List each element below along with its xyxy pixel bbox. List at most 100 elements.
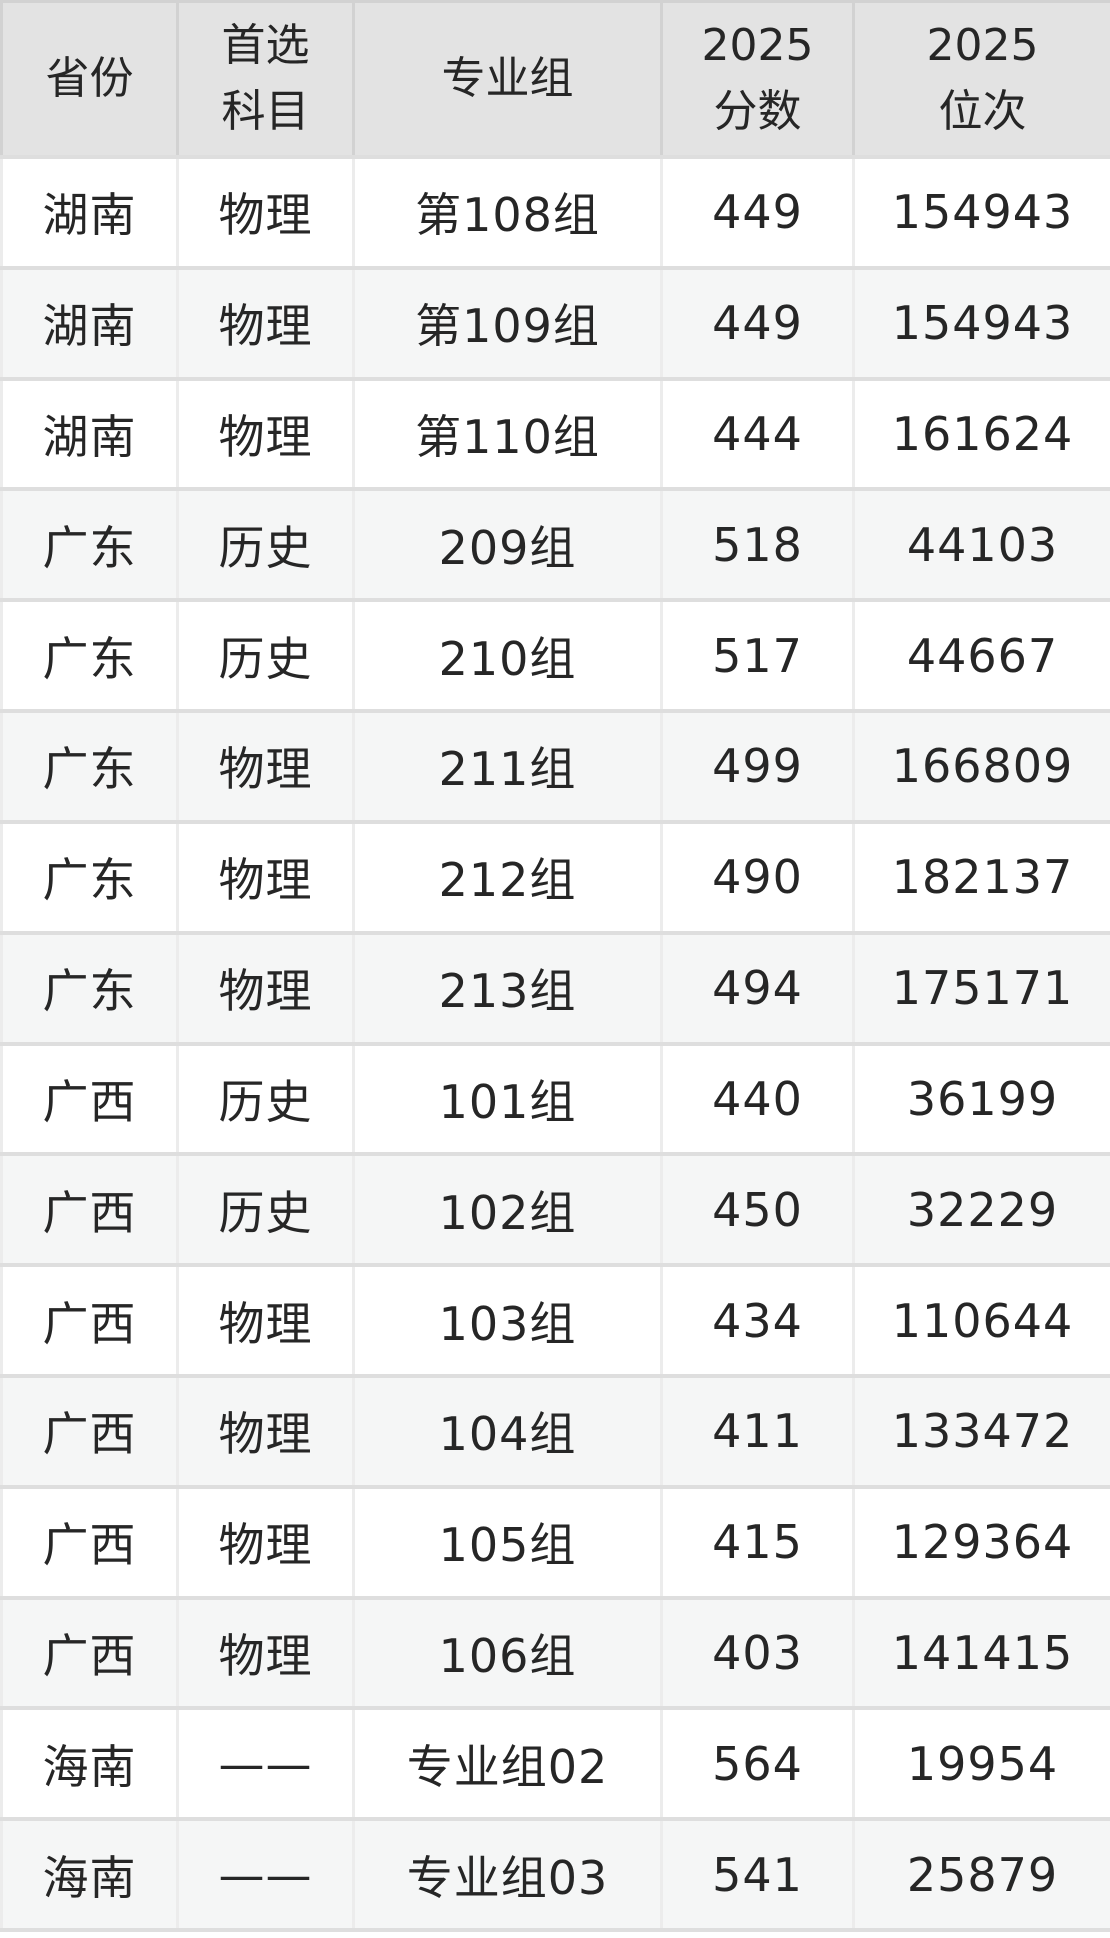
cell-score: 564 [660, 1706, 855, 1822]
table-row: 广东 历史 210组 517 44667 [0, 598, 1110, 714]
cell-group: 103组 [352, 1263, 663, 1378]
cell-group: 专业组03 [352, 1817, 663, 1932]
cell-score: 517 [660, 598, 855, 714]
cell-rank: 166809 [852, 709, 1110, 824]
cell-province: 广东 [0, 930, 179, 1046]
cell-subject: 历史 [176, 487, 355, 603]
table-row: 广西 物理 105组 415 129364 [0, 1484, 1110, 1600]
cell-province: 湖南 [0, 155, 179, 270]
cell-subject: 物理 [176, 155, 355, 270]
cell-rank: 161624 [852, 376, 1110, 492]
cell-rank: 25879 [852, 1817, 1110, 1932]
cell-score: 450 [660, 1152, 855, 1268]
cell-score: 518 [660, 487, 855, 603]
column-header-score: 2025 分数 [660, 0, 855, 159]
cell-score: 449 [660, 265, 855, 381]
table-row: 湖南 物理 第110组 444 161624 [0, 376, 1110, 492]
cell-group: 第108组 [352, 155, 663, 270]
cell-subject: 物理 [176, 1595, 355, 1711]
cell-subject: 物理 [176, 1263, 355, 1378]
cell-province: 广东 [0, 487, 179, 603]
table-row: 湖南 物理 第108组 449 154943 [0, 155, 1110, 270]
cell-province: 湖南 [0, 265, 179, 381]
cell-subject: 物理 [176, 1373, 355, 1489]
cell-subject: 物理 [176, 265, 355, 381]
cell-score: 411 [660, 1373, 855, 1489]
column-header-subject: 首选 科目 [176, 0, 355, 159]
table-row: 湖南 物理 第109组 449 154943 [0, 265, 1110, 381]
cell-subject: 物理 [176, 930, 355, 1046]
cell-score: 403 [660, 1595, 855, 1711]
cell-rank: 44103 [852, 487, 1110, 603]
table-row: 广西 历史 102组 450 32229 [0, 1152, 1110, 1268]
cell-rank: 36199 [852, 1041, 1110, 1157]
cell-province: 广西 [0, 1595, 179, 1711]
cell-province: 海南 [0, 1706, 179, 1822]
table-row: 广西 物理 104组 411 133472 [0, 1373, 1110, 1489]
cell-subject: 物理 [176, 819, 355, 935]
cell-province: 广西 [0, 1263, 179, 1378]
cell-rank: 44667 [852, 598, 1110, 714]
cell-rank: 129364 [852, 1484, 1110, 1600]
column-header-province: 省份 [0, 0, 179, 159]
cell-subject: 物理 [176, 709, 355, 824]
cell-province: 广东 [0, 709, 179, 824]
table-row: 广西 历史 101组 440 36199 [0, 1041, 1110, 1157]
cell-group: 105组 [352, 1484, 663, 1600]
cell-score: 440 [660, 1041, 855, 1157]
table-row: 广西 物理 103组 434 110644 [0, 1263, 1110, 1378]
table-row: 广西 物理 106组 403 141415 [0, 1595, 1110, 1711]
table-header-row: 省份 首选 科目 专业组 2025 分数 2025 位次 [0, 0, 1110, 159]
cell-group: 104组 [352, 1373, 663, 1489]
cell-subject: —— [176, 1706, 355, 1822]
cell-province: 广东 [0, 598, 179, 714]
table-row: 海南 —— 专业组03 541 25879 [0, 1817, 1110, 1932]
cell-group: 212组 [352, 819, 663, 935]
cell-province: 广东 [0, 819, 179, 935]
cell-rank: 141415 [852, 1595, 1110, 1711]
cell-rank: 133472 [852, 1373, 1110, 1489]
cell-score: 494 [660, 930, 855, 1046]
cell-score: 449 [660, 155, 855, 270]
cell-score: 541 [660, 1817, 855, 1932]
cell-province: 广西 [0, 1041, 179, 1157]
cell-rank: 182137 [852, 819, 1110, 935]
cell-rank: 19954 [852, 1706, 1110, 1822]
cell-score: 434 [660, 1263, 855, 1378]
column-header-rank: 2025 位次 [852, 0, 1110, 159]
cell-score: 444 [660, 376, 855, 492]
table-row: 广东 历史 209组 518 44103 [0, 487, 1110, 603]
cell-subject: —— [176, 1817, 355, 1932]
cell-rank: 110644 [852, 1263, 1110, 1378]
table-row: 广东 物理 211组 499 166809 [0, 709, 1110, 824]
cell-group: 106组 [352, 1595, 663, 1711]
cell-group: 210组 [352, 598, 663, 714]
cell-group: 第109组 [352, 265, 663, 381]
table-row: 海南 —— 专业组02 564 19954 [0, 1706, 1110, 1822]
cell-subject: 历史 [176, 1041, 355, 1157]
cell-score: 490 [660, 819, 855, 935]
cell-group: 专业组02 [352, 1706, 663, 1822]
cell-subject: 历史 [176, 598, 355, 714]
table-row: 广东 物理 213组 494 175171 [0, 930, 1110, 1046]
cell-rank: 154943 [852, 155, 1110, 270]
cell-subject: 历史 [176, 1152, 355, 1268]
cell-subject: 物理 [176, 376, 355, 492]
cell-score: 415 [660, 1484, 855, 1600]
cell-score: 499 [660, 709, 855, 824]
cell-province: 海南 [0, 1817, 179, 1932]
cell-group: 102组 [352, 1152, 663, 1268]
cell-group: 209组 [352, 487, 663, 603]
cell-province: 广西 [0, 1484, 179, 1600]
cell-group: 211组 [352, 709, 663, 824]
column-header-group: 专业组 [352, 0, 663, 159]
cell-group: 第110组 [352, 376, 663, 492]
cell-rank: 175171 [852, 930, 1110, 1046]
cell-rank: 32229 [852, 1152, 1110, 1268]
cell-province: 广西 [0, 1373, 179, 1489]
cell-subject: 物理 [176, 1484, 355, 1600]
cell-province: 广西 [0, 1152, 179, 1268]
cell-group: 213组 [352, 930, 663, 1046]
cell-province: 湖南 [0, 376, 179, 492]
